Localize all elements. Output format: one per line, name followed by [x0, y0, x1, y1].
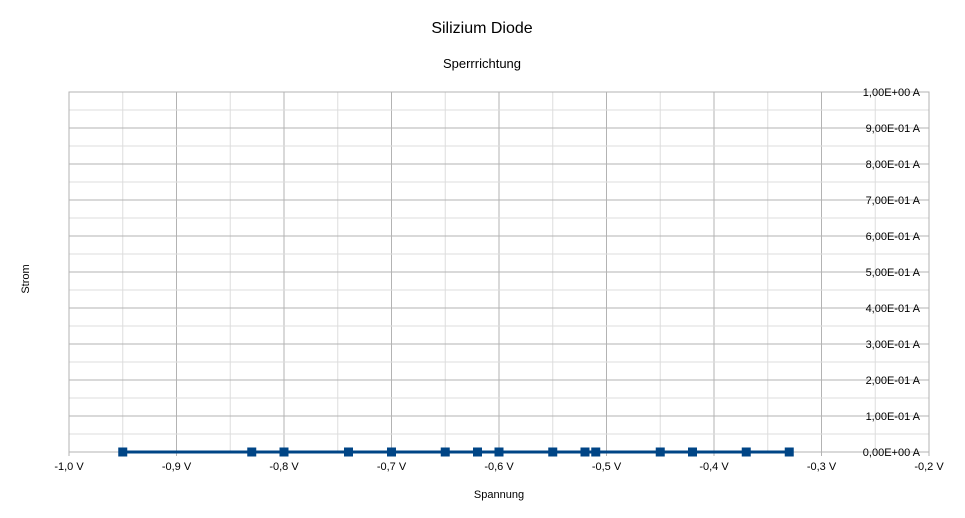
- y-axis-title: Strom: [20, 264, 32, 293]
- y-tick-label: 5,00E-01 A: [866, 267, 921, 279]
- y-tick-label: 9,00E-01 A: [866, 123, 921, 135]
- data-point: [494, 447, 504, 457]
- y-tick-label: 4,00E-01 A: [866, 303, 921, 315]
- x-tick-label: -0,8 V: [269, 461, 299, 473]
- x-tick-label: -1,0 V: [54, 461, 84, 473]
- data-point: [473, 447, 482, 457]
- data-point: [118, 447, 128, 457]
- data-point: [440, 447, 450, 457]
- y-tick-label: 2,00E-01 A: [866, 375, 921, 387]
- series: [118, 447, 794, 457]
- data-point: [548, 447, 558, 457]
- data-point: [387, 447, 396, 457]
- y-tick-label: 8,00E-01 A: [866, 159, 921, 171]
- x-tick-label: -0,2 V: [914, 461, 944, 473]
- y-tick-label: 1,00E+00 A: [863, 87, 921, 99]
- y-tick-label: 1,00E-01 A: [866, 411, 921, 423]
- data-point: [344, 447, 353, 457]
- y-tick-label: 0,00E+00 A: [863, 447, 921, 459]
- y-tick-label: 6,00E-01 A: [866, 231, 921, 243]
- data-point: [247, 447, 257, 457]
- x-tick-label: -0,4 V: [699, 461, 729, 473]
- y-tick-label: 7,00E-01 A: [866, 195, 921, 207]
- x-tick-label: -0,6 V: [484, 461, 514, 473]
- data-point: [688, 447, 697, 457]
- data-point: [591, 447, 601, 457]
- data-point: [580, 447, 590, 457]
- data-point: [741, 447, 751, 457]
- data-point: [784, 447, 794, 457]
- x-tick-label: -0,9 V: [162, 461, 192, 473]
- x-axis: -1,0 V -0,9 V -0,8 V -0,7 V -0,6 V -0,5 V -0,4…: [54, 452, 944, 473]
- chart-title: Silizium Diode: [431, 20, 532, 37]
- x-tick-label: -0,3 V: [807, 461, 837, 473]
- x-tick-label: -0,5 V: [592, 461, 622, 473]
- x-tick-label: -0,7 V: [377, 461, 407, 473]
- data-point: [279, 447, 289, 457]
- x-axis-title: Spannung: [474, 489, 524, 501]
- grid: [69, 92, 929, 452]
- chart-subtitle: Sperrrichtung: [443, 56, 521, 71]
- data-point: [655, 447, 665, 457]
- y-axis: 0,00E+00 A 1,00E-01 A 2,00E-01 A 3,00E-01 A…: [863, 87, 929, 459]
- y-tick-label: 3,00E-01 A: [866, 339, 921, 351]
